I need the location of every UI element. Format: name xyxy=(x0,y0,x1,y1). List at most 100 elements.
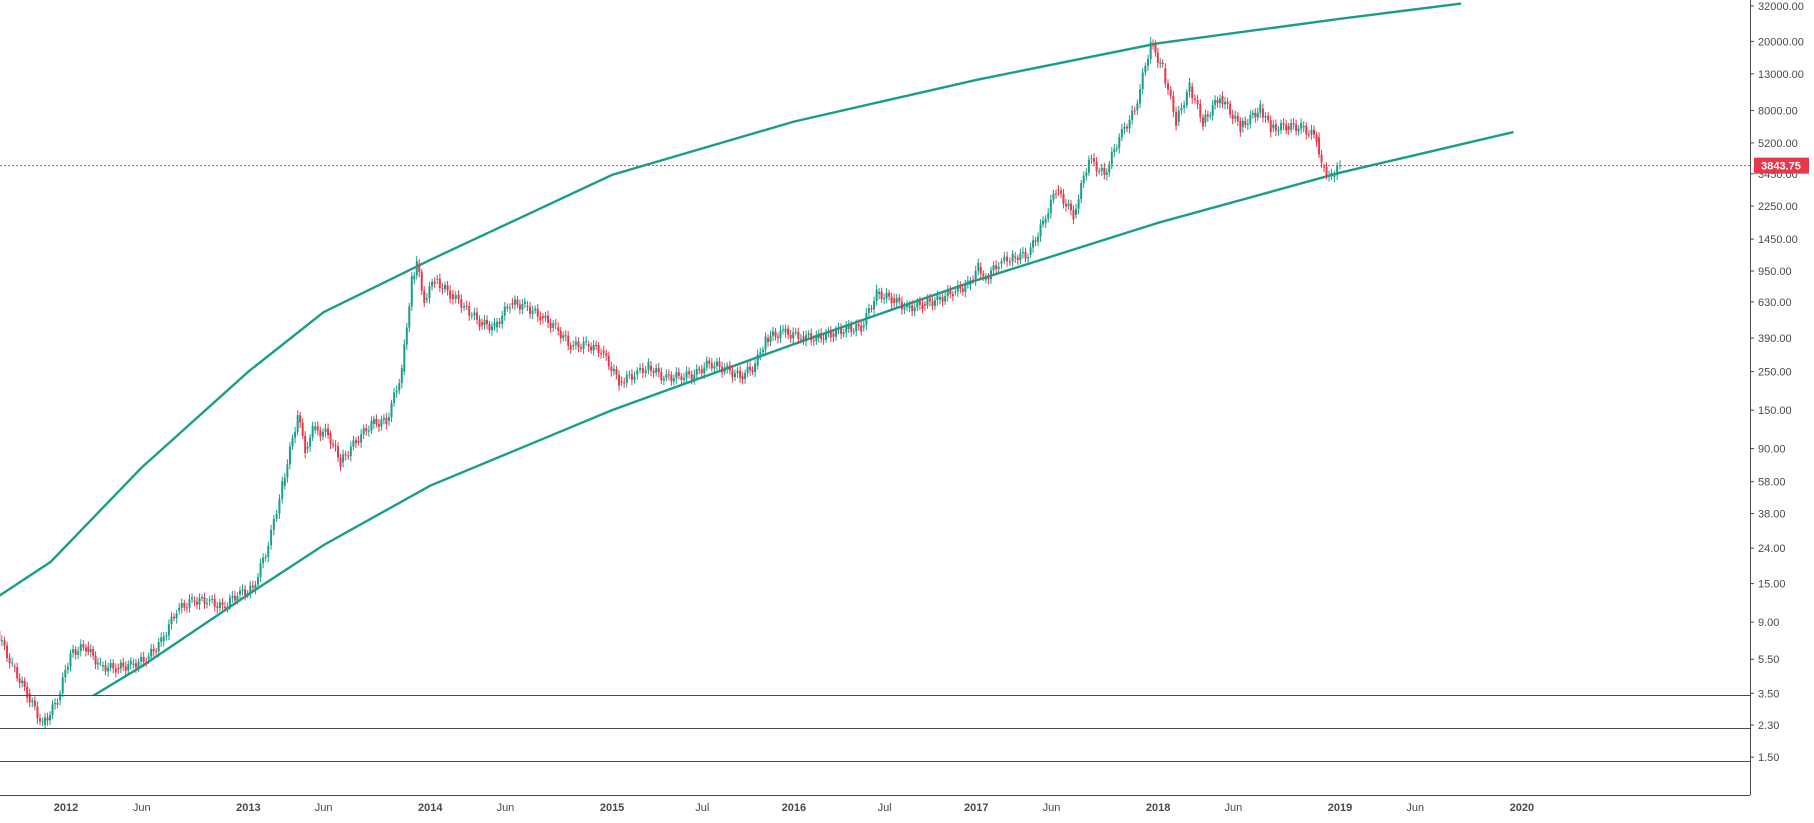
price-candle-body xyxy=(1265,116,1267,118)
price-candle-body xyxy=(777,337,779,338)
price-candle-body xyxy=(868,308,870,313)
y-tick-label: 24.00 xyxy=(1758,543,1786,555)
price-candle-body xyxy=(383,418,385,420)
price-candle-body xyxy=(1072,210,1074,219)
price-candle-body xyxy=(570,346,572,350)
price-candle-body xyxy=(1321,155,1323,163)
price-candle-body xyxy=(772,332,774,336)
price-candle-body xyxy=(626,375,628,383)
price-candle-body xyxy=(140,657,142,662)
price-candle-body xyxy=(270,530,272,545)
x-tick-label: Jun xyxy=(315,802,333,814)
price-candle-body xyxy=(686,371,688,377)
price-candle-body xyxy=(623,382,625,383)
price-candle-body xyxy=(201,597,203,598)
price-candle-body xyxy=(633,376,635,379)
price-candle-body xyxy=(292,438,294,447)
price-candle-body xyxy=(1323,167,1325,168)
price-candle-body xyxy=(802,336,804,341)
price-candle-body xyxy=(332,444,334,445)
price-candle-body xyxy=(276,514,278,519)
price-candle-body xyxy=(683,378,685,380)
price-candle-body xyxy=(403,344,405,371)
x-tick-label: 2015 xyxy=(600,802,624,814)
price-candle-body xyxy=(1070,204,1072,210)
price-candle-body xyxy=(1247,124,1249,125)
price-candle-body xyxy=(613,369,615,371)
price-candle-body xyxy=(762,350,764,353)
x-tick-label: Jun xyxy=(1043,802,1061,814)
x-tick-label: Jun xyxy=(1406,802,1424,814)
price-candle-body xyxy=(891,297,893,303)
price-candle-body xyxy=(1249,115,1251,124)
price-candle-body xyxy=(476,313,478,320)
price-candle-body xyxy=(754,364,756,372)
y-tick-label: 58.00 xyxy=(1758,477,1786,489)
price-candle-body xyxy=(883,298,885,299)
price-candle-body xyxy=(529,307,531,314)
price-candle-body xyxy=(939,297,941,300)
price-candle-body xyxy=(406,328,408,345)
price-candle-body xyxy=(929,299,931,302)
y-tick-label: 15.00 xyxy=(1758,579,1786,591)
price-candle-body xyxy=(1224,102,1226,104)
price-candle-body xyxy=(982,274,984,276)
price-candle-body xyxy=(473,313,475,316)
price-candle-body xyxy=(1209,115,1211,116)
price-candle-body xyxy=(360,434,362,442)
price-candle-body xyxy=(302,423,304,436)
price-candle-body xyxy=(165,635,167,636)
price-candle-body xyxy=(770,336,772,342)
price-candle-body xyxy=(739,371,741,378)
price-candle-body xyxy=(995,265,997,269)
price-candle-body xyxy=(234,596,236,601)
x-tick-label: Jun xyxy=(133,802,151,814)
price-candle-body xyxy=(959,285,961,288)
price-candle-body xyxy=(370,421,372,431)
price-candle-body xyxy=(262,558,264,564)
price-candle-body xyxy=(790,335,792,338)
price-candle-body xyxy=(1244,121,1246,125)
price-candle-body xyxy=(82,644,84,647)
price-candle-body xyxy=(1101,168,1103,171)
y-tick-label: 630.00 xyxy=(1758,297,1792,309)
price-candle-body xyxy=(267,546,269,557)
price-candle-body xyxy=(299,415,301,422)
price-candle-body xyxy=(1098,171,1100,172)
price-candle-body xyxy=(286,464,288,477)
price-candle-body xyxy=(1164,68,1166,83)
trendline-lower-curve xyxy=(45,132,1513,725)
price-candle-body xyxy=(191,597,193,599)
price-candle-body xyxy=(1147,59,1149,66)
y-tick-label: 2.30 xyxy=(1758,720,1779,732)
price-candle-body xyxy=(466,306,468,307)
price-candle-body xyxy=(815,335,817,341)
price-candle-body xyxy=(691,374,693,379)
price-candle-body xyxy=(115,668,117,672)
price-candle-body xyxy=(863,325,865,327)
price-candle-body xyxy=(642,368,644,373)
price-candle-body xyxy=(226,606,228,607)
price-candle-body xyxy=(99,662,101,663)
price-candle-body xyxy=(1142,72,1144,89)
price-candle-body xyxy=(1,640,3,641)
price-candle-body xyxy=(924,304,926,305)
x-tick-label: Jun xyxy=(1225,802,1243,814)
price-candle-body xyxy=(434,282,436,284)
price-candle-body xyxy=(870,308,872,309)
price-candle-body xyxy=(396,391,398,393)
price-candle-body xyxy=(145,662,147,663)
price-candle-body xyxy=(987,278,989,279)
price-candle-body xyxy=(284,478,286,486)
price-candle-body xyxy=(878,292,880,294)
price-candle-body xyxy=(1121,129,1123,137)
price-candle-body xyxy=(593,345,595,351)
price-candle-body xyxy=(655,368,657,373)
price-candle-body xyxy=(1204,115,1206,123)
price-candle-body xyxy=(1288,126,1290,130)
price-candle-body xyxy=(524,302,526,304)
price-candle-body xyxy=(577,341,579,347)
price-candle-body xyxy=(441,288,443,289)
price-candle-body xyxy=(105,665,107,671)
